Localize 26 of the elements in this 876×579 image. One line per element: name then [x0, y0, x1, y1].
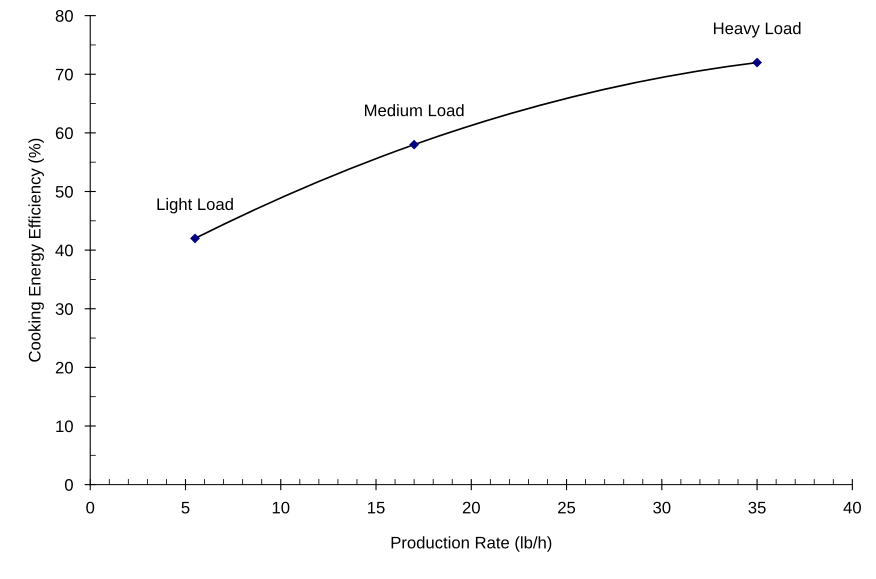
- x-tick-label: 20: [462, 502, 480, 514]
- x-tick-label: 5: [182, 502, 190, 514]
- annotation: Light Load: [157, 198, 233, 214]
- y-tick-label: 40: [55, 244, 73, 256]
- y-tick-label: 10: [56, 420, 73, 432]
- annotation: Medium Load: [365, 104, 464, 116]
- y-tick-label: 50: [56, 186, 73, 198]
- y-tick-label: 30: [56, 303, 73, 315]
- x-tick-label: 35: [748, 502, 766, 514]
- y-tick-label: 20: [56, 362, 73, 374]
- point: [190, 234, 200, 244]
- x-axis-title: Production Rate (lb/h): [392, 536, 552, 552]
- point: [410, 140, 419, 150]
- x-tick-label: 15: [368, 502, 385, 514]
- y-tick-label: 60: [56, 127, 73, 140]
- y-tick-label: 0: [64, 479, 73, 491]
- x-tick-label: 25: [558, 502, 576, 514]
- x-tick-label: 40: [843, 502, 861, 514]
- annotation: Heavy Load: [714, 22, 800, 38]
- x-tick-label: 10: [272, 502, 290, 514]
- y-axis-title: Cooking Energy Efficiency (%): [28, 138, 44, 362]
- y-tick-label: 80: [56, 10, 73, 22]
- x-tick-label: 0: [86, 502, 94, 514]
- point: [752, 58, 762, 68]
- y-tick-label: 70: [56, 68, 73, 80]
- x-tick-label: 30: [653, 502, 670, 514]
